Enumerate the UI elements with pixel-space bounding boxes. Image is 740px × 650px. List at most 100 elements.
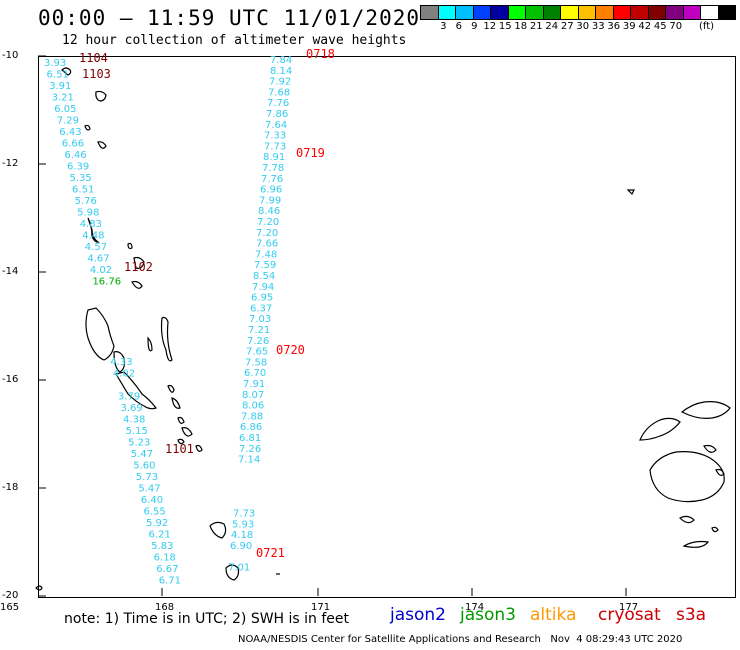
swh-value: 6.70: [244, 368, 266, 379]
swh-value: 5.47: [138, 484, 160, 495]
latitude-label: -10: [2, 50, 19, 61]
color-scale: 3 6 9 12 15 18 21 24 27 30 33 36 39 42 45 70 (ft): [420, 5, 736, 32]
swh-value: 6.66: [62, 139, 84, 150]
satellite-legend-item: cryosat: [598, 605, 661, 625]
island-shape: [115, 371, 157, 410]
swh-value: 5.76: [75, 196, 97, 207]
swh-value: 5.23: [128, 438, 150, 449]
island-shape: [209, 521, 227, 539]
swh-value: 8.07: [242, 390, 264, 401]
swh-value: 7.21: [248, 325, 270, 336]
swh-value: 3.93: [44, 58, 66, 69]
swh-value: 3.91: [49, 81, 71, 92]
swh-value: 7.73: [233, 509, 255, 520]
island-shape: [160, 316, 173, 362]
island-shape: [626, 189, 635, 196]
footer-note: note: 1) Time is in UTC; 2) SWH is in fe…: [64, 611, 350, 627]
color-scale-label: 36: [607, 21, 621, 32]
page-title: 00:00 – 11:59 UTC 11/01/2020: [38, 6, 421, 30]
track-times: 0718 0719 0720 0721 1104 1103 1102 1101: [79, 47, 335, 560]
color-scale-label: 12: [483, 21, 497, 32]
track-time-label: 0719: [296, 146, 325, 160]
island-shape: [711, 526, 719, 533]
latitude-label: -20: [2, 590, 19, 601]
swh-value: 6.40: [141, 495, 163, 506]
island-shape: [177, 416, 185, 424]
swh-value: 7.20: [257, 217, 279, 228]
swh-value: 4.48: [82, 231, 104, 242]
swh-value: 7.26: [239, 444, 261, 455]
longitude-label: 174: [465, 602, 485, 613]
island-shape: [649, 451, 725, 503]
color-scale-label: 15: [498, 21, 512, 32]
swh-value: 4.57: [85, 242, 107, 253]
color-scale-label: 27: [560, 21, 574, 32]
color-scale-box: [717, 5, 736, 20]
swh-value: 7.01: [228, 563, 250, 574]
island-shape: [703, 444, 717, 453]
swh-value: 4.33: [110, 357, 132, 368]
latitude-label: -18: [2, 482, 19, 493]
swh-value: 8.06: [242, 401, 264, 412]
island-shape: [113, 351, 126, 373]
swh-value: 5.92: [146, 518, 168, 529]
swh-value: 5.83: [151, 541, 173, 552]
island-shape: [97, 141, 107, 149]
swh-value: 16.76: [92, 277, 121, 288]
footer-credit: NOAA/NESDIS Center for Satellite Applica…: [238, 634, 683, 645]
swh-value: 7.94: [252, 282, 274, 293]
color-scale-label: 24: [545, 21, 559, 32]
swh-value: 8.46: [258, 206, 280, 217]
island-shape: [131, 280, 143, 289]
page-subtitle: 12 hour collection of altimeter wave hei…: [62, 33, 407, 48]
swh-value: 6.55: [143, 507, 165, 518]
swh-value: 6.37: [250, 303, 272, 314]
swh-value: 8.54: [253, 271, 275, 282]
island-shape: [61, 67, 72, 76]
swh-value: 5.60: [133, 461, 155, 472]
track-time-label: 1104: [79, 51, 108, 65]
swh-value: 7.29: [57, 116, 79, 127]
island-shape: [715, 468, 725, 476]
swh-value: 7.65: [246, 347, 268, 358]
swh-value: 3.21: [52, 93, 74, 104]
satellite-legend-item: altika: [530, 605, 577, 625]
island-shape: [177, 438, 185, 445]
track-time-label: 0721: [256, 546, 285, 560]
color-scale-label: 21: [529, 21, 543, 32]
swh-value: 6.67: [156, 564, 178, 575]
longitude-label: 177: [619, 602, 639, 613]
color-scale-unit: (ft): [699, 21, 715, 32]
island-shape: [225, 564, 240, 581]
swh-value: 7.91: [243, 379, 265, 390]
color-scale-label: 42: [638, 21, 652, 32]
coastline: [35, 67, 731, 591]
color-scale-label: 6: [455, 21, 462, 32]
swh-value: 7.48: [255, 249, 277, 260]
color-scale-label: 70: [669, 21, 683, 32]
swh-value: 4.02: [113, 369, 135, 380]
swh-value: 6.71: [159, 576, 181, 587]
map-panel: [38, 56, 736, 598]
swh-value: 7.92: [269, 77, 291, 88]
swh-value: 7.76: [267, 98, 289, 109]
island-shape: [147, 336, 153, 352]
swh-value: 7.86: [266, 109, 288, 120]
track-time-label: 1101: [165, 442, 194, 456]
swh-value: 7.76: [261, 174, 283, 185]
swh-value: 5.47: [131, 449, 153, 460]
island-shape: [95, 90, 107, 102]
color-scale-label: 45: [653, 21, 667, 32]
island-shape: [85, 307, 115, 361]
color-scale-label: 33: [591, 21, 605, 32]
swh-value: 7.66: [256, 239, 278, 250]
island-shape: [35, 585, 43, 591]
island-shape: [133, 256, 145, 269]
swh-value: 6.43: [59, 127, 81, 138]
axis-ticks: [38, 55, 627, 597]
island-shape: [678, 515, 695, 524]
swh-value: 7.03: [249, 314, 271, 325]
swh-value: 6.86: [240, 422, 262, 433]
longitude-label: 165: [0, 602, 20, 613]
